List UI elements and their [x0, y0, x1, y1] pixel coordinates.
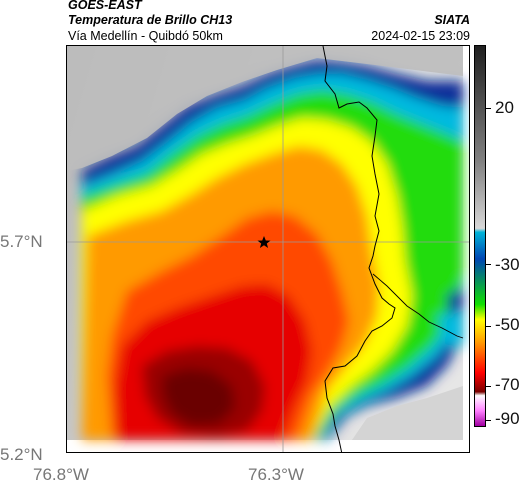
colorbar-tick-label: -90 [495, 409, 520, 428]
colorbar-tick [486, 326, 491, 328]
colorbar-tick [486, 386, 491, 388]
star-icon [257, 236, 271, 248]
colorbar-tick [486, 108, 491, 110]
satellite-map[interactable] [66, 45, 470, 453]
organization-label: SIATA [434, 13, 470, 27]
timestamp-label: 2024-02-15 23:09 [371, 29, 470, 43]
colorbar-tick [486, 420, 491, 422]
brightness-temperature-field [67, 46, 469, 452]
satellite-name: GOES-EAST [68, 0, 142, 12]
colorbar-ticks [486, 45, 526, 427]
colorbar-tick-label: -50 [495, 315, 520, 334]
colorbar-tick-label: -70 [495, 375, 520, 394]
route-label: Vía Medellín - Quibdó 50km [68, 29, 223, 43]
department-boundary-line [372, 273, 464, 339]
latitude-tick-label: 5.7°N [0, 232, 43, 251]
colorbar-tick-label: 20 [495, 98, 514, 117]
colorbar [474, 45, 486, 427]
colorbar-tick [486, 264, 491, 266]
longitude-tick-label: 76.3°W [248, 465, 304, 484]
product-title: Temperatura de Brillo CH13 [68, 13, 233, 27]
longitude-tick-label: 76.8°W [33, 465, 89, 484]
latitude-tick-label: 5.2°N [0, 445, 43, 464]
department-boundary-line [322, 46, 396, 452]
colorbar-tick-label: -30 [495, 255, 520, 274]
